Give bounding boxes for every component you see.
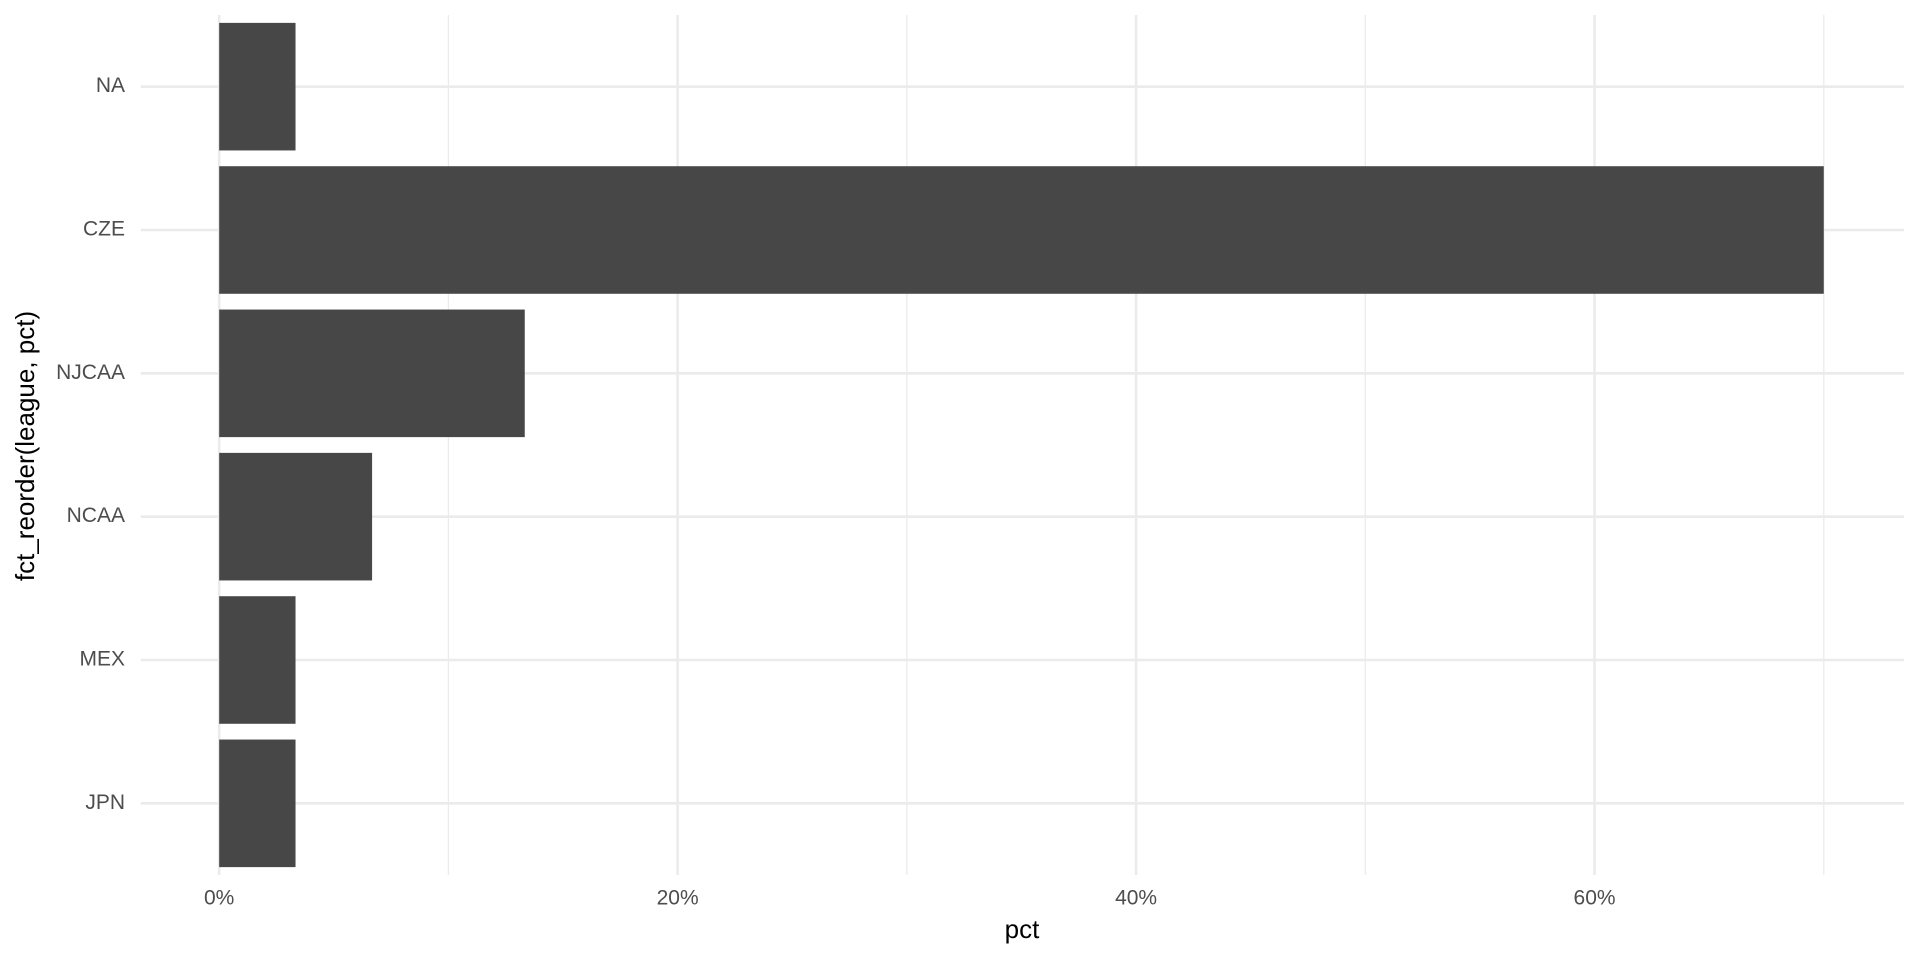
bar xyxy=(219,739,296,868)
y-axis-title: fct_reorder(league, pct) xyxy=(10,311,40,581)
bar xyxy=(219,22,296,151)
x-tick-label: 20% xyxy=(657,887,699,910)
x-tick-label: 40% xyxy=(1115,887,1157,910)
bar xyxy=(219,166,1824,294)
y-tick-label: MEX xyxy=(79,648,125,671)
y-tick-label: JPN xyxy=(85,791,125,814)
bar xyxy=(219,452,373,581)
bar xyxy=(219,309,525,438)
y-tick-label: NJCAA xyxy=(56,361,125,384)
y-tick-label: NA xyxy=(96,74,125,97)
y-tick-label: CZE xyxy=(83,218,125,241)
x-tick-label: 0% xyxy=(204,887,234,910)
bar xyxy=(219,596,296,724)
y-tick-label: NCAA xyxy=(67,504,125,527)
x-tick-label: 60% xyxy=(1574,887,1616,910)
x-axis-title: pct xyxy=(1005,914,1040,944)
